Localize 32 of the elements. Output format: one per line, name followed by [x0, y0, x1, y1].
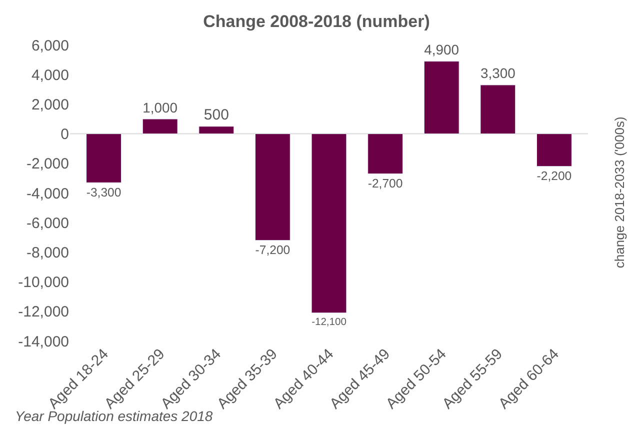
- data-label: 500: [204, 106, 229, 124]
- bar: [311, 134, 347, 314]
- data-label: -12,100: [312, 316, 347, 328]
- chart-title: Change 2008-2018 (number): [203, 12, 430, 32]
- bar: [424, 61, 460, 134]
- y-tick-label: -14,000: [18, 333, 69, 350]
- data-label: -3,300: [86, 185, 122, 200]
- bar: [480, 84, 516, 134]
- data-label: -2,200: [536, 169, 572, 184]
- y-tick-label: 4,000: [31, 66, 69, 84]
- bar: [368, 134, 404, 174]
- bar: [142, 118, 178, 134]
- y-tick-label: -12,000: [18, 304, 69, 321]
- y-tick-label: 6,000: [31, 37, 69, 54]
- y2-axis-title: change 2018-2033 ('000s): [612, 116, 628, 268]
- data-label: 1,000: [142, 99, 178, 116]
- bar: [86, 134, 122, 183]
- y-tick-label: 2,000: [31, 96, 69, 114]
- bar: [254, 134, 290, 241]
- y-tick-label: -4,000: [26, 185, 69, 202]
- y-tick-label: -6,000: [26, 214, 69, 232]
- text: Year Population estimates 2018: [15, 408, 213, 424]
- bar: [536, 134, 572, 167]
- bar: [198, 126, 234, 134]
- y-tick-label: -2,000: [26, 156, 69, 173]
- data-label: -7,200: [255, 243, 290, 258]
- data-label: 4,900: [424, 42, 460, 58]
- y-tick-label: 0: [60, 126, 69, 144]
- y-tick-label: -10,000: [18, 274, 69, 292]
- data-label: 3,300: [480, 65, 516, 82]
- data-label: -2,700: [368, 176, 403, 190]
- y-tick-label: -8,000: [26, 244, 69, 262]
